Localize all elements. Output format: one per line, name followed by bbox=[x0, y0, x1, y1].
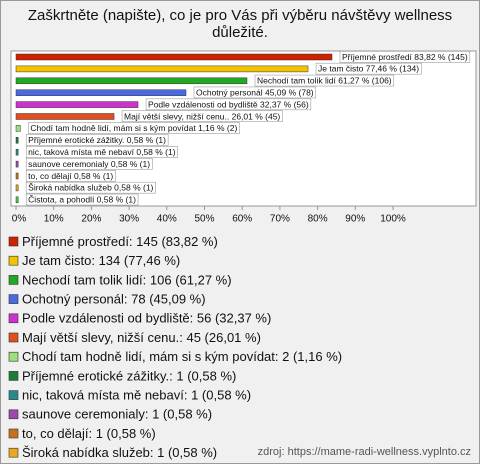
legend-label: Podle vzdálenosti od bydliště: 56 (32,37… bbox=[22, 311, 271, 326]
legend-swatch bbox=[8, 390, 19, 400]
legend-label: Mají větší slevy, nižší cenu.: 45 (26,01… bbox=[22, 330, 261, 345]
x-tick-label: 30% bbox=[119, 214, 139, 225]
bar bbox=[15, 172, 19, 180]
x-tick-label: 90% bbox=[345, 214, 365, 225]
bar bbox=[15, 160, 19, 168]
x-tick-label: 80% bbox=[308, 214, 328, 225]
bar-label: Chodí tam hodně lidí, mám si s kým povíd… bbox=[30, 123, 237, 133]
bar-label-box bbox=[25, 181, 156, 194]
legend-swatch bbox=[8, 428, 19, 439]
legend-label: Příjemné erotické zážitky.: 1 (0,58 %) bbox=[22, 368, 236, 383]
bar-label-box bbox=[339, 51, 471, 63]
bar-label-box bbox=[25, 146, 179, 158]
legend-swatch bbox=[8, 275, 19, 285]
bar-label: Nechodí tam tolik lidí 61,27 % (106) bbox=[257, 76, 392, 86]
bar-label: Čistota, a pohodlí 0,58 % (1) bbox=[28, 195, 136, 205]
bar bbox=[15, 184, 19, 192]
bar bbox=[15, 196, 19, 204]
legend-swatch bbox=[8, 313, 19, 324]
bar-label: Ochotný personál 45,09 % (78) bbox=[196, 87, 314, 97]
legend-swatch bbox=[8, 255, 19, 266]
bar-label-box bbox=[28, 122, 240, 134]
x-tick-label: 0% bbox=[12, 214, 27, 225]
legend-swatch bbox=[8, 447, 19, 458]
legend-swatch bbox=[8, 409, 19, 420]
bar bbox=[15, 125, 21, 132]
bar-label: Je tam čisto 77,46 % (134) bbox=[318, 64, 419, 74]
legend-swatch bbox=[8, 371, 19, 381]
bar-label-box bbox=[193, 86, 317, 99]
legend-label: Je tam čisto: 134 (77,46 %) bbox=[22, 253, 180, 268]
x-tick-label: 40% bbox=[157, 214, 177, 225]
bar-label: Mají větší slevy, nižší cenu.. 26,01 % (… bbox=[124, 111, 280, 121]
bar bbox=[15, 65, 309, 73]
bar-label-box bbox=[25, 158, 153, 170]
x-tick-label: 100% bbox=[380, 214, 406, 225]
bar bbox=[15, 77, 248, 85]
bar-label-box bbox=[25, 170, 116, 182]
bar-label: Příjemné prostředí 83,82 % (145) bbox=[342, 52, 468, 62]
legend-label: Příjemné prostředí: 145 (83,82 %) bbox=[22, 234, 218, 249]
legend-swatch bbox=[8, 294, 19, 304]
bar-label-box bbox=[25, 193, 139, 206]
legend-swatch bbox=[8, 236, 19, 247]
legend-label: Ochotný personál: 78 (45,09 %) bbox=[22, 292, 206, 307]
source: zdroj: https://mame-radi-wellness.vyplnt… bbox=[258, 446, 471, 458]
bar bbox=[15, 137, 19, 144]
bar-label: Široká nabídka služeb 0,58 % (1) bbox=[28, 183, 153, 193]
legend-label: nic, taková místa mě nebaví: 1 (0,58 %) bbox=[22, 388, 251, 403]
bar-label-box bbox=[315, 62, 422, 75]
legend-label: Chodí tam hodně lidí, mám si s kým povíd… bbox=[22, 349, 342, 364]
bar-label: nic, taková místa mě nebaví 0,58 % (1) bbox=[28, 147, 176, 157]
bar bbox=[15, 89, 187, 96]
x-tick-label: 60% bbox=[232, 214, 252, 225]
bar-label-box bbox=[254, 74, 395, 87]
bar bbox=[15, 113, 115, 120]
legend-label: Široká nabídka služeb: 1 (0,58 %) bbox=[22, 445, 217, 460]
legend-swatch bbox=[8, 351, 19, 362]
bar bbox=[15, 101, 139, 108]
x-tick-label: 20% bbox=[81, 214, 101, 225]
bar bbox=[15, 148, 19, 156]
x-tick-label: 50% bbox=[194, 214, 214, 225]
bar-label: Podle vzdálenosti od bydliště 32,37 % (5… bbox=[148, 99, 309, 109]
bar bbox=[15, 53, 333, 61]
legend-swatch bbox=[8, 332, 19, 343]
bar-label-box bbox=[145, 98, 312, 111]
bar-label-box bbox=[25, 134, 169, 146]
legend-label: to, co dělají: 1 (0,58 %) bbox=[22, 426, 156, 441]
legend-label: saunove ceremonialy: 1 (0,58 %) bbox=[22, 407, 212, 422]
chart-title: Zaškrtněte (napište), co je pro Vás při … bbox=[27, 7, 453, 41]
bar-label-box bbox=[121, 110, 283, 122]
bar-label: saunove ceremonialy 0,58 % (1) bbox=[28, 159, 150, 169]
x-tick-label: 70% bbox=[270, 214, 290, 225]
bar-label: Příjemné erotické zážitky. 0,58 % (1) bbox=[28, 135, 166, 145]
legend-label: Nechodí tam tolik lidí: 106 (61,27 %) bbox=[22, 272, 232, 287]
bar-label: to, co dělají 0,58 % (1) bbox=[28, 171, 113, 181]
x-tick-label: 10% bbox=[44, 214, 64, 225]
